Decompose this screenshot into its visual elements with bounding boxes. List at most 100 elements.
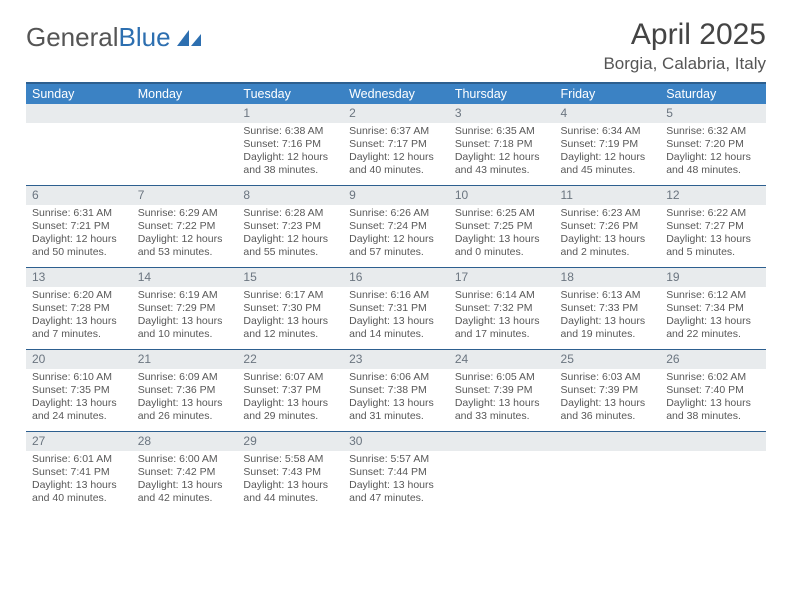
calendar-week: 13Sunrise: 6:20 AMSunset: 7:28 PMDayligh… — [26, 268, 766, 350]
day-body-empty — [449, 451, 555, 513]
day-body: Sunrise: 6:28 AMSunset: 7:23 PMDaylight:… — [237, 205, 343, 267]
sunset-text: Sunset: 7:18 PM — [455, 138, 549, 151]
day-number: 10 — [449, 186, 555, 205]
daylight-text: Daylight: 12 hours and 55 minutes. — [243, 233, 337, 259]
sunset-text: Sunset: 7:44 PM — [349, 466, 443, 479]
sunrise-text: Sunrise: 6:06 AM — [349, 371, 443, 384]
day-number-empty — [660, 432, 766, 451]
daylight-text: Daylight: 13 hours and 26 minutes. — [138, 397, 232, 423]
calendar-cell: 8Sunrise: 6:28 AMSunset: 7:23 PMDaylight… — [237, 186, 343, 268]
day-body: Sunrise: 6:16 AMSunset: 7:31 PMDaylight:… — [343, 287, 449, 349]
sunset-text: Sunset: 7:23 PM — [243, 220, 337, 233]
sunset-text: Sunset: 7:38 PM — [349, 384, 443, 397]
day-header: Friday — [555, 83, 661, 104]
sunset-text: Sunset: 7:36 PM — [138, 384, 232, 397]
sunrise-text: Sunrise: 6:35 AM — [455, 125, 549, 138]
daylight-text: Daylight: 12 hours and 48 minutes. — [666, 151, 760, 177]
day-number: 14 — [132, 268, 238, 287]
day-body: Sunrise: 6:34 AMSunset: 7:19 PMDaylight:… — [555, 123, 661, 185]
day-number-empty — [132, 104, 238, 123]
daylight-text: Daylight: 12 hours and 53 minutes. — [138, 233, 232, 259]
calendar-cell: 29Sunrise: 5:58 AMSunset: 7:43 PMDayligh… — [237, 432, 343, 514]
day-header: Saturday — [660, 83, 766, 104]
calendar-cell: 21Sunrise: 6:09 AMSunset: 7:36 PMDayligh… — [132, 350, 238, 432]
daylight-text: Daylight: 12 hours and 57 minutes. — [349, 233, 443, 259]
sunrise-text: Sunrise: 6:02 AM — [666, 371, 760, 384]
sunset-text: Sunset: 7:37 PM — [243, 384, 337, 397]
daylight-text: Daylight: 13 hours and 17 minutes. — [455, 315, 549, 341]
day-number: 8 — [237, 186, 343, 205]
sunrise-text: Sunrise: 6:26 AM — [349, 207, 443, 220]
sunrise-text: Sunrise: 5:57 AM — [349, 453, 443, 466]
sunrise-text: Sunrise: 6:37 AM — [349, 125, 443, 138]
calendar-cell — [660, 432, 766, 514]
day-number: 26 — [660, 350, 766, 369]
day-number: 23 — [343, 350, 449, 369]
sunset-text: Sunset: 7:21 PM — [32, 220, 126, 233]
daylight-text: Daylight: 12 hours and 40 minutes. — [349, 151, 443, 177]
day-body-empty — [660, 451, 766, 513]
calendar-cell: 5Sunrise: 6:32 AMSunset: 7:20 PMDaylight… — [660, 104, 766, 186]
sunset-text: Sunset: 7:27 PM — [666, 220, 760, 233]
day-number-empty — [26, 104, 132, 123]
day-number: 5 — [660, 104, 766, 123]
calendar-cell: 16Sunrise: 6:16 AMSunset: 7:31 PMDayligh… — [343, 268, 449, 350]
logo-text-blue: Blue — [119, 22, 171, 53]
day-body: Sunrise: 6:09 AMSunset: 7:36 PMDaylight:… — [132, 369, 238, 431]
calendar-cell: 19Sunrise: 6:12 AMSunset: 7:34 PMDayligh… — [660, 268, 766, 350]
sunset-text: Sunset: 7:24 PM — [349, 220, 443, 233]
daylight-text: Daylight: 13 hours and 31 minutes. — [349, 397, 443, 423]
sunrise-text: Sunrise: 6:25 AM — [455, 207, 549, 220]
daylight-text: Daylight: 12 hours and 43 minutes. — [455, 151, 549, 177]
calendar-cell: 20Sunrise: 6:10 AMSunset: 7:35 PMDayligh… — [26, 350, 132, 432]
day-body-empty — [555, 451, 661, 513]
sunset-text: Sunset: 7:32 PM — [455, 302, 549, 315]
day-number: 4 — [555, 104, 661, 123]
day-body: Sunrise: 6:26 AMSunset: 7:24 PMDaylight:… — [343, 205, 449, 267]
sunrise-text: Sunrise: 6:16 AM — [349, 289, 443, 302]
day-body: Sunrise: 6:03 AMSunset: 7:39 PMDaylight:… — [555, 369, 661, 431]
sunset-text: Sunset: 7:40 PM — [666, 384, 760, 397]
day-number: 29 — [237, 432, 343, 451]
day-header: Thursday — [449, 83, 555, 104]
sunset-text: Sunset: 7:34 PM — [666, 302, 760, 315]
calendar-cell — [555, 432, 661, 514]
day-body: Sunrise: 6:01 AMSunset: 7:41 PMDaylight:… — [26, 451, 132, 513]
sunrise-text: Sunrise: 6:14 AM — [455, 289, 549, 302]
calendar-cell: 7Sunrise: 6:29 AMSunset: 7:22 PMDaylight… — [132, 186, 238, 268]
day-body: Sunrise: 6:12 AMSunset: 7:34 PMDaylight:… — [660, 287, 766, 349]
calendar-cell: 26Sunrise: 6:02 AMSunset: 7:40 PMDayligh… — [660, 350, 766, 432]
day-number: 9 — [343, 186, 449, 205]
day-number: 2 — [343, 104, 449, 123]
day-number: 20 — [26, 350, 132, 369]
day-header: Wednesday — [343, 83, 449, 104]
logo: GeneralBlue — [26, 18, 203, 53]
day-header: Monday — [132, 83, 238, 104]
calendar-cell: 2Sunrise: 6:37 AMSunset: 7:17 PMDaylight… — [343, 104, 449, 186]
calendar-cell: 24Sunrise: 6:05 AMSunset: 7:39 PMDayligh… — [449, 350, 555, 432]
day-body: Sunrise: 6:13 AMSunset: 7:33 PMDaylight:… — [555, 287, 661, 349]
sunset-text: Sunset: 7:30 PM — [243, 302, 337, 315]
calendar-cell: 25Sunrise: 6:03 AMSunset: 7:39 PMDayligh… — [555, 350, 661, 432]
day-number: 21 — [132, 350, 238, 369]
sunrise-text: Sunrise: 6:34 AM — [561, 125, 655, 138]
sunset-text: Sunset: 7:33 PM — [561, 302, 655, 315]
day-body: Sunrise: 6:05 AMSunset: 7:39 PMDaylight:… — [449, 369, 555, 431]
calendar-cell — [26, 104, 132, 186]
sunrise-text: Sunrise: 6:00 AM — [138, 453, 232, 466]
day-body: Sunrise: 6:37 AMSunset: 7:17 PMDaylight:… — [343, 123, 449, 185]
day-body: Sunrise: 6:07 AMSunset: 7:37 PMDaylight:… — [237, 369, 343, 431]
calendar-cell: 28Sunrise: 6:00 AMSunset: 7:42 PMDayligh… — [132, 432, 238, 514]
calendar-cell: 3Sunrise: 6:35 AMSunset: 7:18 PMDaylight… — [449, 104, 555, 186]
day-body: Sunrise: 6:19 AMSunset: 7:29 PMDaylight:… — [132, 287, 238, 349]
day-number: 7 — [132, 186, 238, 205]
daylight-text: Daylight: 13 hours and 36 minutes. — [561, 397, 655, 423]
daylight-text: Daylight: 13 hours and 33 minutes. — [455, 397, 549, 423]
calendar-cell — [132, 104, 238, 186]
calendar-cell: 18Sunrise: 6:13 AMSunset: 7:33 PMDayligh… — [555, 268, 661, 350]
calendar-cell: 23 Sunrise: 6:06 AMSunset: 7:38 PMDayligh… — [343, 350, 449, 432]
day-body: Sunrise: 5:58 AMSunset: 7:43 PMDaylight:… — [237, 451, 343, 513]
location: Borgia, Calabria, Italy — [603, 54, 766, 74]
calendar-cell: 12Sunrise: 6:22 AMSunset: 7:27 PMDayligh… — [660, 186, 766, 268]
day-header-row: SundayMondayTuesdayWednesdayThursdayFrid… — [26, 83, 766, 104]
